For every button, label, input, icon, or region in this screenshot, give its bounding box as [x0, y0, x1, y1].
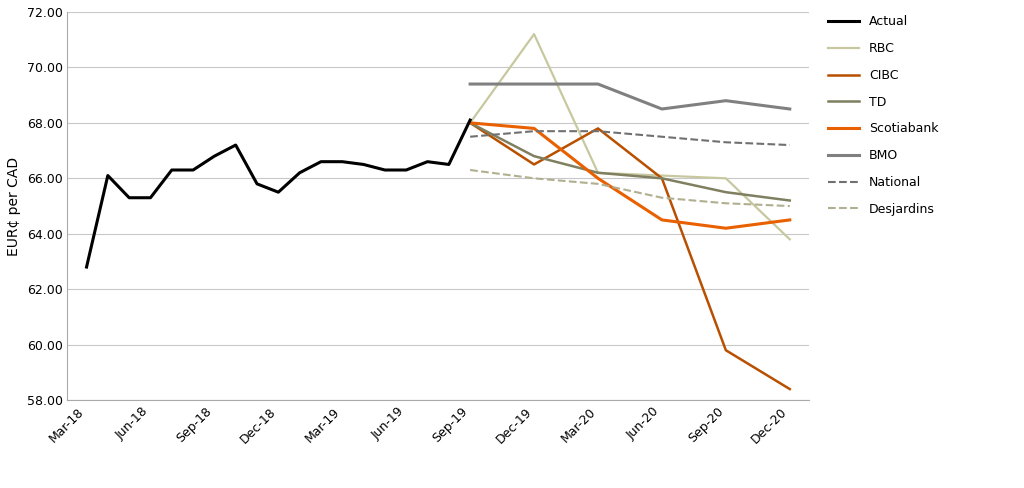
Actual — [314, 159, 327, 164]
BMO — [528, 81, 541, 87]
Actual — [251, 181, 263, 187]
Line: RBC: RBC — [470, 34, 790, 239]
TD — [528, 153, 541, 159]
Actual — [229, 142, 242, 148]
BMO — [720, 98, 732, 103]
Actual — [294, 170, 306, 176]
Line: CIBC: CIBC — [470, 123, 790, 389]
Actual — [464, 117, 476, 123]
Actual — [166, 167, 178, 173]
Actual — [123, 195, 135, 201]
Line: BMO: BMO — [470, 84, 790, 109]
Scotiabank — [783, 217, 796, 223]
Actual — [81, 264, 93, 270]
Scotiabank — [464, 120, 476, 126]
Actual — [144, 195, 157, 201]
RBC — [528, 31, 541, 37]
Actual — [379, 167, 391, 173]
Scotiabank — [720, 225, 732, 231]
Desjardins — [783, 203, 796, 209]
BMO — [783, 106, 796, 112]
TD — [783, 198, 796, 203]
Scotiabank — [528, 125, 541, 131]
National — [464, 134, 476, 140]
Line: National: National — [470, 131, 790, 145]
Line: TD: TD — [470, 123, 790, 201]
National — [528, 128, 541, 134]
Actual — [208, 153, 220, 159]
Actual — [101, 173, 114, 179]
CIBC — [720, 347, 732, 353]
National — [720, 140, 732, 145]
CIBC — [528, 162, 541, 167]
Actual — [421, 159, 433, 164]
TD — [464, 120, 476, 126]
BMO — [592, 81, 604, 87]
BMO — [655, 106, 668, 112]
RBC — [720, 175, 732, 181]
Y-axis label: EUR¢ per CAD: EUR¢ per CAD — [7, 157, 20, 256]
Actual — [442, 162, 455, 167]
National — [655, 134, 668, 140]
RBC — [783, 236, 796, 242]
Scotiabank — [655, 217, 668, 223]
TD — [720, 189, 732, 195]
Line: Scotiabank: Scotiabank — [470, 123, 790, 228]
Desjardins — [592, 181, 604, 187]
Legend: Actual, RBC, CIBC, TD, Scotiabank, BMO, National, Desjardins: Actual, RBC, CIBC, TD, Scotiabank, BMO, … — [822, 10, 943, 221]
RBC — [592, 170, 604, 176]
CIBC — [655, 175, 668, 181]
Desjardins — [720, 201, 732, 206]
National — [783, 142, 796, 148]
Actual — [400, 167, 413, 173]
TD — [592, 170, 604, 176]
Scotiabank — [592, 175, 604, 181]
Line: Actual: Actual — [87, 120, 470, 267]
Actual — [272, 189, 285, 195]
Actual — [336, 159, 348, 164]
Desjardins — [528, 175, 541, 181]
National — [592, 128, 604, 134]
CIBC — [464, 120, 476, 126]
CIBC — [592, 125, 604, 131]
RBC — [655, 173, 668, 179]
TD — [655, 175, 668, 181]
Desjardins — [655, 195, 668, 201]
Desjardins — [464, 167, 476, 173]
Actual — [187, 167, 200, 173]
BMO — [464, 81, 476, 87]
RBC — [464, 120, 476, 126]
Line: Desjardins: Desjardins — [470, 170, 790, 206]
Actual — [357, 162, 370, 167]
CIBC — [783, 386, 796, 392]
